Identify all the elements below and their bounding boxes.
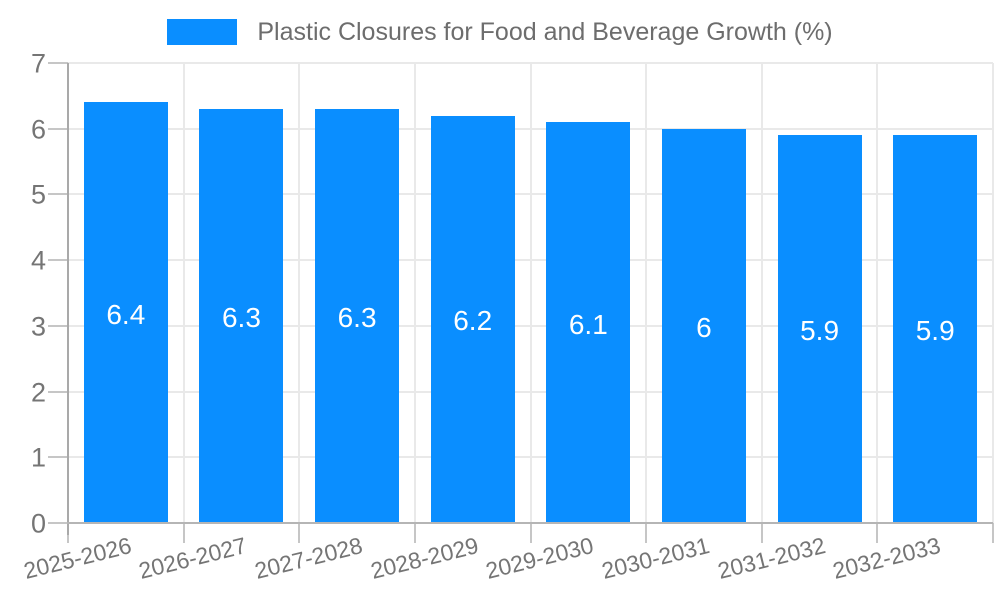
legend-swatch: [167, 19, 238, 45]
y-tick-mark: [48, 193, 68, 196]
y-tick-mark: [48, 456, 68, 459]
bar[interactable]: [546, 122, 631, 523]
bar[interactable]: [430, 115, 515, 523]
y-tick-mark: [48, 62, 68, 64]
y-tick-mark: [48, 127, 68, 130]
x-tick-mark: [529, 523, 532, 543]
y-tick-label: 4: [30, 245, 46, 276]
x-gridline: [760, 63, 763, 523]
y-tick-label: 2: [30, 377, 46, 408]
x-gridline: [876, 63, 879, 523]
y-tick-mark: [48, 390, 68, 393]
x-gridline: [529, 63, 532, 523]
y-axis-line: [67, 63, 69, 535]
legend[interactable]: Plastic Closures for Food and Beverage G…: [0, 19, 1000, 45]
y-tick-label: 5: [30, 179, 46, 210]
bar[interactable]: [83, 102, 168, 523]
y-tick-label: 3: [30, 311, 46, 342]
y-tick-label: 1: [30, 442, 46, 473]
bar[interactable]: [661, 128, 746, 523]
x-gridline: [413, 63, 416, 523]
x-gridline: [992, 63, 994, 523]
x-gridline: [298, 63, 301, 523]
x-tick-mark: [992, 523, 994, 543]
x-tick-mark: [645, 523, 648, 543]
bar[interactable]: [315, 109, 400, 523]
bar[interactable]: [199, 109, 284, 523]
x-tick-mark: [760, 523, 763, 543]
legend-label: Plastic Closures for Food and Beverage G…: [257, 18, 833, 46]
x-tick-mark: [298, 523, 301, 543]
y-tick-label: 7: [30, 48, 46, 79]
x-tick-mark: [182, 523, 185, 543]
y-tick-label: 0: [30, 508, 46, 539]
y-tick-mark: [48, 259, 68, 262]
x-gridline: [182, 63, 185, 523]
x-tick-mark: [413, 523, 416, 543]
x-axis-line: [67, 522, 993, 524]
x-gridline: [645, 63, 648, 523]
x-tick-mark: [876, 523, 879, 543]
y-tick-mark: [48, 522, 68, 524]
y-tick-label: 6: [30, 114, 46, 145]
bar[interactable]: [777, 135, 862, 523]
bar[interactable]: [893, 135, 978, 523]
y-tick-mark: [48, 324, 68, 327]
